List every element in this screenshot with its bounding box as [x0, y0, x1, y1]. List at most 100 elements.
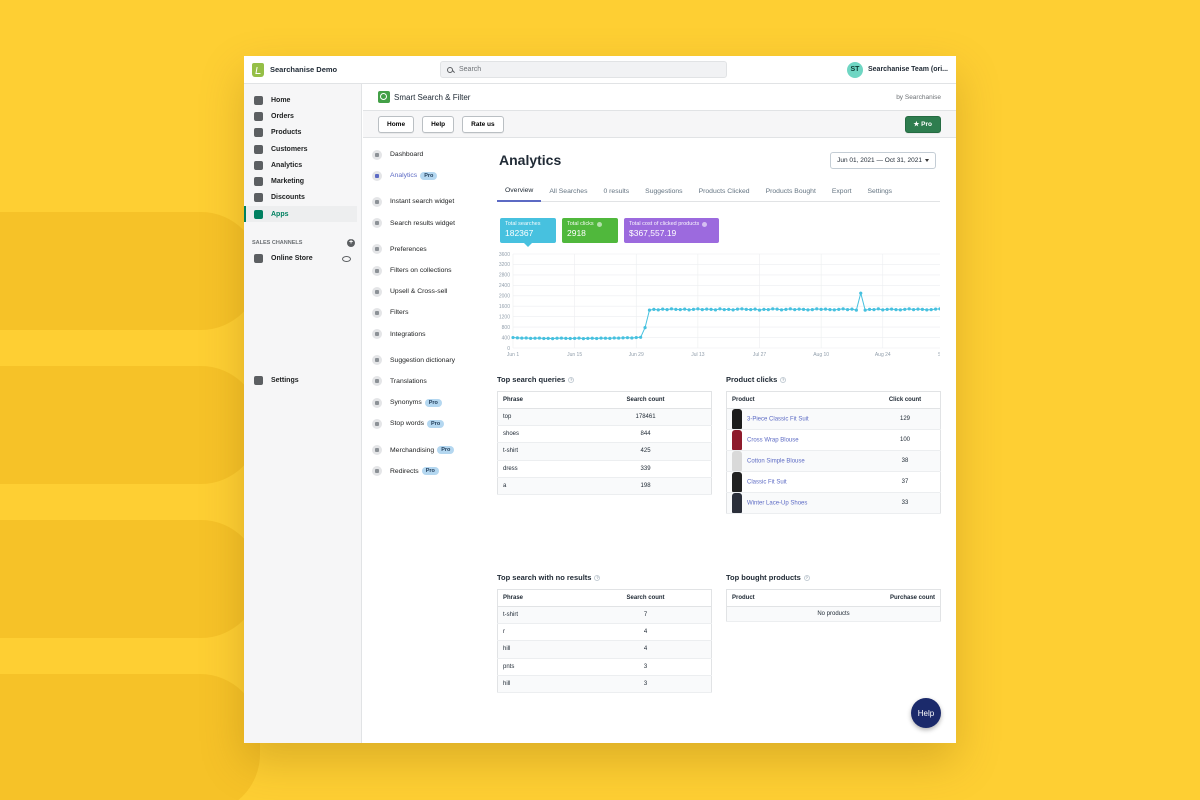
- table-row[interactable]: dress 339: [497, 460, 712, 478]
- data-point: [687, 308, 691, 312]
- column-header[interactable]: Search count: [580, 589, 712, 607]
- table-row[interactable]: Winter Lace-Up Shoes 33: [726, 492, 941, 514]
- product-link[interactable]: Winter Lace-Up Shoes: [747, 500, 808, 507]
- menu-synonyms[interactable]: Synonyms Pro: [363, 392, 483, 413]
- tab-all-searches[interactable]: All Searches: [549, 187, 588, 195]
- date-range-picker[interactable]: Jun 01, 2021 — Oct 31, 2021: [830, 152, 936, 169]
- no-results-heading: Top search with no results?: [497, 573, 601, 582]
- sidebar-item-home[interactable]: Home: [244, 92, 357, 108]
- sidebar-item-marketing[interactable]: Marketing: [244, 173, 357, 189]
- help-icon[interactable]: ?: [594, 574, 601, 581]
- product-thumbnail[interactable]: [732, 430, 742, 450]
- table-row[interactable]: pnts 3: [497, 658, 712, 676]
- tag-icon: [372, 445, 382, 456]
- home-button[interactable]: Home: [378, 115, 415, 133]
- column-header[interactable]: Product: [726, 391, 870, 409]
- data-point: [744, 307, 748, 311]
- section-title-text: Top bought products: [726, 573, 801, 582]
- product-thumbnail[interactable]: [732, 472, 742, 492]
- data-point: [647, 308, 652, 312]
- product-link[interactable]: 3-Piece Classic Fit Suit: [747, 416, 809, 423]
- column-header[interactable]: Purchase count: [806, 589, 941, 607]
- product-thumbnail[interactable]: [732, 451, 742, 471]
- menu-suggestion-dictionary[interactable]: Suggestion dictionary: [363, 350, 483, 371]
- menu-stop-words[interactable]: Stop words Pro: [363, 413, 483, 434]
- menu-instant-search[interactable]: Instant search widget: [363, 191, 483, 212]
- column-header[interactable]: Phrase: [497, 391, 581, 409]
- total-clicks-card[interactable]: Total clicks 2918: [562, 218, 618, 243]
- help-icon[interactable]: ?: [780, 376, 787, 383]
- data-point: [894, 308, 898, 312]
- column-header[interactable]: Search count: [580, 391, 712, 409]
- menu-dashboard[interactable]: Dashboard: [363, 144, 483, 165]
- tab-products-bought[interactable]: Products Bought: [765, 187, 816, 195]
- sidebar-item-orders[interactable]: Orders: [244, 108, 357, 124]
- sidebar-item-customers[interactable]: Customers: [244, 141, 357, 157]
- product-clicks-table: Product Click count 3-Piece Classic Fit S…: [726, 391, 941, 514]
- product-link[interactable]: Cross Wrap Blouse: [747, 437, 799, 444]
- table-row[interactable]: Cotton Simple Blouse 38: [726, 450, 941, 472]
- data-point: [872, 308, 876, 312]
- column-header[interactable]: Click count: [869, 391, 941, 409]
- menu-upsell[interactable]: Upsell & Cross-sell: [363, 281, 483, 302]
- column-header[interactable]: Product: [726, 589, 807, 607]
- menu-search-results[interactable]: Search results widget: [363, 213, 483, 234]
- menu-translations[interactable]: Translations: [363, 371, 483, 392]
- tab-overview[interactable]: Overview: [497, 180, 542, 202]
- table-row[interactable]: t-shirt 7: [497, 606, 712, 625]
- data-point: [564, 336, 568, 340]
- table-row[interactable]: hill 4: [497, 640, 712, 659]
- analytics-main: Analytics Jun 01, 2021 — Oct 31, 2021 Ov…: [497, 138, 941, 743]
- table-row[interactable]: t-shirt 425: [497, 442, 712, 461]
- pro-badge: Pro: [427, 419, 445, 428]
- sidebar-item-settings[interactable]: Settings: [244, 372, 299, 388]
- table-row[interactable]: top 178461: [497, 408, 712, 427]
- global-search-input[interactable]: Search: [440, 61, 727, 78]
- table-row[interactable]: Cross Wrap Blouse 100: [726, 429, 941, 451]
- help-chat-button[interactable]: Help: [911, 698, 941, 728]
- total-searches-card[interactable]: Total searches 182367: [500, 218, 556, 247]
- menu-preferences[interactable]: Preferences: [363, 239, 483, 260]
- app-title: Smart Search & Filter: [394, 92, 471, 102]
- product-link[interactable]: Classic Fit Suit: [747, 479, 787, 486]
- sidebar-item-discounts[interactable]: Discounts: [244, 190, 357, 206]
- table-row[interactable]: 3-Piece Classic Fit Suit 129: [726, 408, 941, 430]
- tab-settings[interactable]: Settings: [867, 187, 893, 195]
- menu-integrations[interactable]: Integrations: [363, 324, 483, 345]
- tab-zero-results[interactable]: 0 results: [603, 187, 630, 195]
- x-tick-label: Jun 15: [567, 352, 582, 358]
- total-cost-card[interactable]: Total cost of clicked products $367,557.…: [624, 218, 719, 243]
- menu-filters[interactable]: Filters: [363, 302, 483, 323]
- tab-export[interactable]: Export: [831, 187, 852, 195]
- product-thumbnail[interactable]: [732, 493, 742, 513]
- sidebar-item-analytics[interactable]: Analytics: [244, 157, 357, 173]
- help-icon[interactable]: ?: [568, 376, 575, 383]
- sidebar-item-online-store[interactable]: Online Store: [244, 250, 357, 266]
- table-row[interactable]: hill 3: [497, 675, 712, 693]
- product-thumbnail[interactable]: [732, 409, 742, 429]
- table-row[interactable]: a 198: [497, 477, 712, 495]
- rate-us-button[interactable]: Rate us: [462, 115, 504, 133]
- shopify-logo-icon[interactable]: [252, 62, 264, 77]
- account-menu[interactable]: ST Searchanise Team (ori...: [846, 61, 948, 78]
- data-point: [837, 307, 841, 311]
- menu-redirects[interactable]: Redirects Pro: [363, 461, 483, 482]
- menu-filters-collections[interactable]: Filters on collections: [363, 260, 483, 281]
- table-row[interactable]: shoes 844: [497, 425, 712, 444]
- tab-products-clicked[interactable]: Products Clicked: [698, 187, 750, 195]
- table-row[interactable]: Classic Fit Suit 37: [726, 471, 941, 493]
- help-icon[interactable]: ?: [803, 574, 810, 581]
- menu-analytics[interactable]: Analytics Pro: [363, 165, 483, 186]
- pro-button[interactable]: ★ Pro: [904, 115, 941, 133]
- sidebar-item-apps[interactable]: Apps: [244, 206, 357, 223]
- menu-merchandising[interactable]: Merchandising Pro: [363, 439, 483, 460]
- sidebar-item-products[interactable]: Products: [244, 125, 357, 141]
- product-link[interactable]: Cotton Simple Blouse: [747, 458, 805, 465]
- help-button[interactable]: Help: [422, 115, 455, 133]
- column-header[interactable]: Phrase: [497, 589, 581, 607]
- add-channel-icon[interactable]: +: [347, 239, 355, 248]
- tab-suggestions[interactable]: Suggestions: [645, 187, 683, 195]
- eye-icon[interactable]: [342, 255, 351, 262]
